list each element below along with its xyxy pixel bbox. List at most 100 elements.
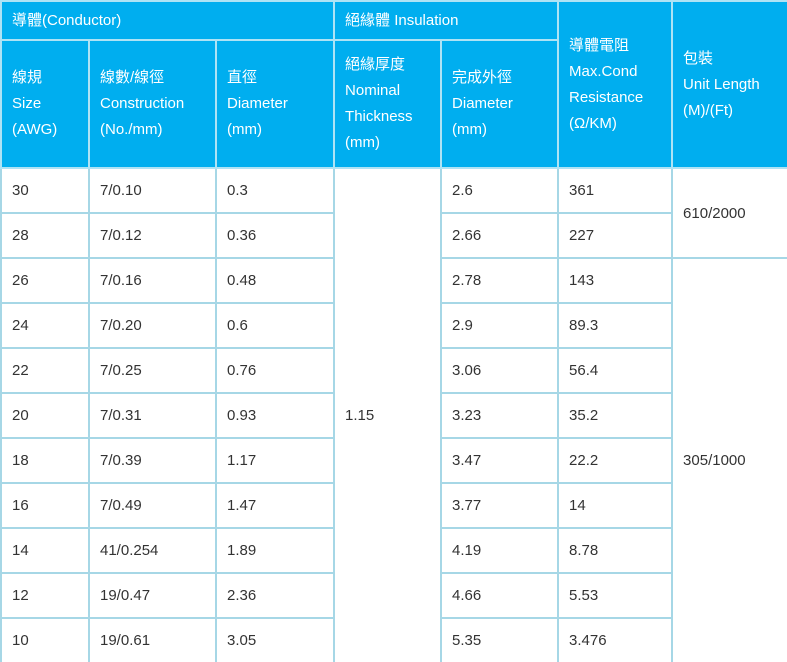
column-header-unit-length: 包裝 Unit Length (M)/(Ft) (671, 0, 787, 169)
diameter-header-line: (mm) (227, 121, 262, 138)
column-header-resistance: 導體電阻 Max.Cond Resistance (Ω/KM) (557, 0, 674, 169)
group-header-conductor: 導體(Conductor) (0, 0, 336, 41)
cell-size: 12 (0, 572, 90, 619)
cell-size: 24 (0, 302, 90, 349)
cell-size: 20 (0, 392, 90, 439)
table-row: 18 7/0.39 1.17 3.47 22.2 (0, 437, 787, 484)
cell-diameter: 0.93 (214, 392, 336, 439)
cell-od: 5.35 (440, 617, 560, 662)
cell-construction: 7/0.12 (88, 212, 217, 259)
cell-diameter: 0.36 (214, 212, 336, 259)
table-row: 12 19/0.47 2.36 4.66 5.53 (0, 572, 787, 619)
cell-resistance: 8.78 (557, 527, 674, 574)
cell-unit-length-top-merged: 610/2000 (671, 167, 787, 259)
cell-od: 2.9 (440, 302, 560, 349)
thickness-header-line: 絕緣厚度 (345, 56, 406, 73)
diameter-header-line: Diameter (227, 95, 288, 112)
unit-length-header-line: 包裝 (683, 49, 714, 67)
column-header-size: 線規 Size (AWG) (0, 39, 90, 169)
resistance-header-line: 導體電阻 (569, 36, 630, 54)
od-header-line: (mm) (452, 121, 488, 138)
cell-od: 3.23 (440, 392, 560, 439)
cell-resistance: 35.2 (557, 392, 674, 439)
column-header-diameter: 直徑 Diameter (mm) (214, 39, 336, 169)
table-row: 16 7/0.49 1.47 3.77 14 (0, 482, 787, 529)
unit-length-header-line: (M)/(Ft) (683, 101, 734, 119)
cell-construction: 7/0.20 (88, 302, 217, 349)
construction-header-line: Construction (100, 95, 185, 112)
cell-diameter: 1.17 (214, 437, 336, 484)
cell-diameter: 1.47 (214, 482, 336, 529)
resistance-header-line: (Ω/KM) (569, 114, 617, 132)
cell-diameter: 0.48 (214, 257, 336, 304)
table-row: 24 7/0.20 0.6 2.9 89.3 (0, 302, 787, 349)
cell-resistance: 361 (557, 167, 674, 214)
cell-od: 4.66 (440, 572, 560, 619)
cell-resistance: 227 (557, 212, 674, 259)
cell-construction: 7/0.10 (88, 167, 217, 214)
thickness-header-line: Nominal (345, 82, 401, 99)
diameter-header-line: 直徑 (227, 69, 258, 86)
cell-construction: 19/0.47 (88, 572, 217, 619)
cell-size: 14 (0, 527, 90, 574)
cell-construction: 7/0.16 (88, 257, 217, 304)
cell-od: 4.19 (440, 527, 560, 574)
column-header-od: 完成外徑 Diameter (mm) (440, 39, 560, 169)
size-header-line: 線規 (12, 69, 43, 86)
construction-header-line: (No./mm) (100, 121, 163, 138)
cell-od: 3.06 (440, 347, 560, 394)
unit-length-header-line: Unit Length (683, 75, 760, 93)
cell-diameter: 1.89 (214, 527, 336, 574)
cell-resistance: 5.53 (557, 572, 674, 619)
cell-resistance: 56.4 (557, 347, 674, 394)
cell-size: 30 (0, 167, 90, 214)
cell-construction: 41/0.254 (88, 527, 217, 574)
cell-construction: 7/0.25 (88, 347, 217, 394)
group-header-insulation-label: 絕緣體 Insulation (345, 11, 459, 29)
cell-diameter: 3.05 (214, 617, 336, 662)
size-header-line: (AWG) (12, 121, 58, 138)
cell-diameter: 0.3 (214, 167, 336, 214)
od-header-line: Diameter (452, 95, 513, 112)
header-group-row: 導體(Conductor) 絕緣體 Insulation 導體電阻 Max.Co… (0, 0, 787, 169)
cell-od: 2.6 (440, 167, 560, 214)
table-row: 20 7/0.31 0.93 3.23 35.2 (0, 392, 787, 439)
cell-od: 2.78 (440, 257, 560, 304)
cell-resistance: 3.476 (557, 617, 674, 662)
size-header-line: Size (12, 95, 42, 112)
column-header-construction: 線數/線徑 Construction (No./mm) (88, 39, 217, 169)
cell-od: 3.77 (440, 482, 560, 529)
column-header-thickness: 絕緣厚度 Nominal Thickness (mm) (333, 39, 443, 169)
cell-resistance: 89.3 (557, 302, 674, 349)
cell-size: 16 (0, 482, 90, 529)
cell-diameter: 0.76 (214, 347, 336, 394)
cell-od: 3.47 (440, 437, 560, 484)
cell-size: 18 (0, 437, 90, 484)
resistance-header-line: Resistance (569, 88, 644, 106)
group-header-conductor-label: 導體(Conductor) (12, 11, 122, 29)
cell-resistance: 143 (557, 257, 674, 304)
cell-thickness-merged: 1.15 (333, 167, 443, 662)
thickness-header-line: Thickness (345, 108, 413, 125)
cell-diameter: 2.36 (214, 572, 336, 619)
table-row: 26 7/0.16 0.48 2.78 143 305/1000 (0, 257, 787, 662)
cell-diameter: 0.6 (214, 302, 336, 349)
cell-construction: 7/0.39 (88, 437, 217, 484)
thickness-header-line: (mm) (345, 134, 381, 151)
cell-construction: 19/0.61 (88, 617, 217, 662)
od-header-line: 完成外徑 (452, 69, 513, 86)
cell-construction: 7/0.49 (88, 482, 217, 529)
construction-header-line: 線數/線徑 (100, 69, 165, 86)
header-sub-row: 線規 Size (AWG) 線數/線徑 Construction (No./mm… (0, 39, 787, 169)
table-row: 14 41/0.254 1.89 4.19 8.78 (0, 527, 787, 574)
cell-size: 26 (0, 257, 90, 304)
table-row: 30 7/0.10 0.3 1.15 2.6 361 610/2000 (0, 167, 787, 662)
cell-size: 28 (0, 212, 90, 259)
group-header-insulation: 絕緣體 Insulation (333, 0, 560, 41)
table-row: 22 7/0.25 0.76 3.06 56.4 (0, 347, 787, 394)
cell-resistance: 22.2 (557, 437, 674, 484)
cell-od: 2.66 (440, 212, 560, 259)
table-row: 28 7/0.12 0.36 2.66 227 (0, 212, 787, 259)
